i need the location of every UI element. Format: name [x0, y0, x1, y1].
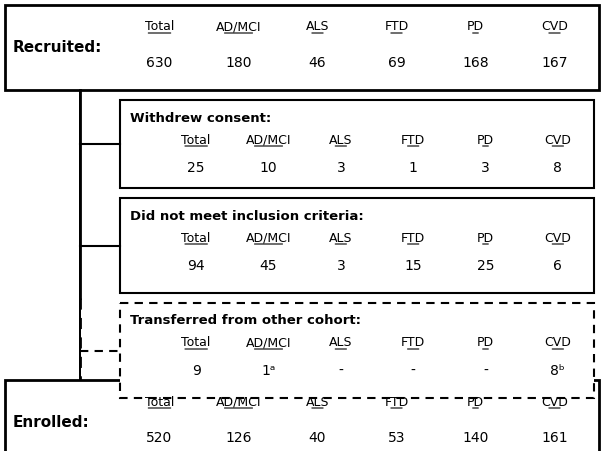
Text: ALS: ALS: [329, 336, 353, 350]
Text: FTD: FTD: [401, 231, 425, 244]
Text: CVD: CVD: [541, 396, 568, 409]
Text: 9: 9: [191, 364, 201, 378]
Text: 53: 53: [388, 431, 405, 445]
Text: CVD: CVD: [544, 133, 571, 147]
Text: AD/MCI: AD/MCI: [246, 133, 291, 147]
Text: 94: 94: [187, 259, 205, 273]
Text: 25: 25: [477, 259, 494, 273]
Text: AD/MCI: AD/MCI: [246, 231, 291, 244]
Text: 140: 140: [462, 431, 489, 445]
Text: -: -: [411, 364, 416, 378]
Text: Total: Total: [145, 396, 174, 409]
Text: Withdrew consent:: Withdrew consent:: [130, 111, 271, 124]
Text: PD: PD: [467, 396, 484, 409]
Text: Total: Total: [145, 20, 174, 33]
Text: 69: 69: [388, 56, 405, 70]
Text: -: -: [338, 364, 343, 378]
Text: Recruited:: Recruited:: [13, 40, 102, 55]
Text: PD: PD: [477, 336, 494, 350]
Text: ALS: ALS: [306, 396, 329, 409]
Text: 10: 10: [260, 161, 277, 175]
Text: 3: 3: [481, 161, 490, 175]
Text: FTD: FTD: [384, 20, 409, 33]
Text: 126: 126: [225, 431, 252, 445]
Text: PD: PD: [477, 133, 494, 147]
Text: AD/MCI: AD/MCI: [216, 20, 262, 33]
Text: 161: 161: [541, 431, 568, 445]
FancyBboxPatch shape: [79, 90, 81, 380]
Text: AD/MCI: AD/MCI: [216, 396, 262, 409]
Text: Total: Total: [181, 231, 211, 244]
Text: 46: 46: [309, 56, 326, 70]
FancyBboxPatch shape: [5, 380, 599, 451]
Text: Transferred from other cohort:: Transferred from other cohort:: [130, 314, 361, 327]
Text: Total: Total: [181, 336, 211, 350]
Text: 180: 180: [225, 56, 252, 70]
Text: FTD: FTD: [401, 336, 425, 350]
Text: 8ᵇ: 8ᵇ: [550, 364, 565, 378]
Text: -: -: [483, 364, 488, 378]
FancyBboxPatch shape: [5, 5, 599, 90]
Text: 168: 168: [462, 56, 489, 70]
Text: 45: 45: [260, 259, 277, 273]
FancyBboxPatch shape: [120, 198, 594, 293]
Text: 1ᵃ: 1ᵃ: [262, 364, 275, 378]
Text: Total: Total: [181, 133, 211, 147]
Text: AD/MCI: AD/MCI: [246, 336, 291, 350]
Text: 40: 40: [309, 431, 326, 445]
Text: 1: 1: [409, 161, 417, 175]
FancyBboxPatch shape: [120, 303, 594, 398]
Text: Did not meet inclusion criteria:: Did not meet inclusion criteria:: [130, 210, 364, 222]
Text: CVD: CVD: [541, 20, 568, 33]
Text: ALS: ALS: [329, 133, 353, 147]
Text: ALS: ALS: [329, 231, 353, 244]
Text: FTD: FTD: [401, 133, 425, 147]
Text: CVD: CVD: [544, 336, 571, 350]
Text: ALS: ALS: [306, 20, 329, 33]
Text: 3: 3: [336, 161, 345, 175]
Text: 630: 630: [146, 56, 173, 70]
Text: FTD: FTD: [384, 396, 409, 409]
Text: 15: 15: [404, 259, 422, 273]
Text: 6: 6: [553, 259, 562, 273]
Text: PD: PD: [477, 231, 494, 244]
Text: 520: 520: [146, 431, 173, 445]
Text: 3: 3: [336, 259, 345, 273]
Text: Enrolled:: Enrolled:: [13, 415, 90, 430]
FancyBboxPatch shape: [120, 100, 594, 188]
Text: 8: 8: [553, 161, 562, 175]
Text: 167: 167: [541, 56, 568, 70]
Text: PD: PD: [467, 20, 484, 33]
Text: 25: 25: [187, 161, 205, 175]
Text: CVD: CVD: [544, 231, 571, 244]
